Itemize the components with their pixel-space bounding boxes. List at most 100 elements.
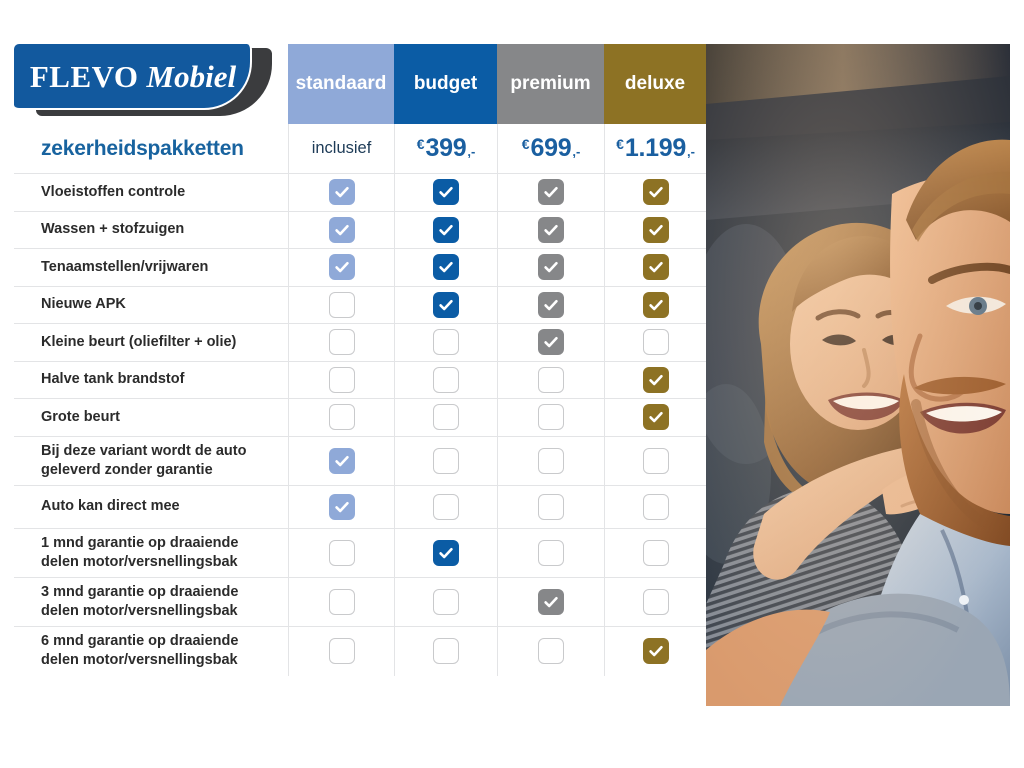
checkbox-unchecked-icon[interactable]: [642, 493, 669, 520]
checkbox-unchecked-icon[interactable]: [538, 366, 564, 393]
checkbox-cell-budget[interactable]: [394, 485, 497, 528]
checkbox-unchecked-icon[interactable]: [328, 291, 355, 318]
checkbox-checked-icon[interactable]: [328, 493, 355, 520]
checkbox-unchecked-icon[interactable]: [328, 588, 355, 615]
checkbox-cell-budget[interactable]: [394, 324, 497, 361]
checkbox-cell-standaard[interactable]: [288, 211, 394, 248]
column-header-premium[interactable]: premium: [497, 44, 604, 124]
checkbox-cell-budget[interactable]: [394, 174, 497, 211]
checkbox-checked-icon[interactable]: [642, 216, 669, 243]
checkbox-cell-budget[interactable]: [394, 211, 497, 248]
checkbox-cell-budget[interactable]: [394, 249, 497, 286]
checkbox-unchecked-icon[interactable]: [328, 329, 355, 356]
checkbox-cell-budget[interactable]: [394, 286, 497, 323]
checkbox-cell-budget[interactable]: [394, 626, 497, 676]
checkbox-unchecked-icon[interactable]: [433, 588, 459, 615]
checkbox-cell-deluxe[interactable]: [604, 626, 706, 676]
checkbox-cell-deluxe[interactable]: [604, 485, 706, 528]
checkbox-checked-icon[interactable]: [433, 179, 459, 206]
checkbox-unchecked-icon[interactable]: [642, 588, 669, 615]
checkbox-checked-icon[interactable]: [642, 404, 669, 431]
checkbox-cell-standaard[interactable]: [288, 577, 394, 626]
checkbox-checked-icon[interactable]: [538, 216, 564, 243]
checkbox-checked-icon[interactable]: [433, 254, 459, 281]
checkbox-cell-premium[interactable]: [497, 485, 604, 528]
checkbox-checked-icon[interactable]: [642, 254, 669, 281]
checkbox-unchecked-icon[interactable]: [328, 366, 355, 393]
checkbox-cell-budget[interactable]: [394, 399, 497, 436]
checkbox-checked-icon[interactable]: [642, 179, 669, 206]
checkbox-checked-icon[interactable]: [642, 366, 669, 393]
checkbox-cell-deluxe[interactable]: [604, 436, 706, 485]
checkbox-cell-standaard[interactable]: [288, 361, 394, 398]
checkbox-cell-budget[interactable]: [394, 436, 497, 485]
checkbox-unchecked-icon[interactable]: [538, 447, 564, 474]
checkbox-cell-standaard[interactable]: [288, 528, 394, 577]
checkbox-unchecked-icon[interactable]: [433, 329, 459, 356]
checkbox-cell-standaard[interactable]: [288, 626, 394, 676]
checkbox-checked-icon[interactable]: [328, 179, 355, 206]
checkbox-unchecked-icon[interactable]: [642, 447, 669, 474]
checkbox-cell-standaard[interactable]: [288, 286, 394, 323]
column-header-standaard[interactable]: standaard: [288, 44, 394, 124]
checkbox-unchecked-icon[interactable]: [433, 493, 459, 520]
checkbox-cell-deluxe[interactable]: [604, 324, 706, 361]
checkbox-checked-icon[interactable]: [642, 638, 669, 664]
checkbox-cell-premium[interactable]: [497, 174, 604, 211]
checkbox-cell-premium[interactable]: [497, 626, 604, 676]
checkbox-checked-icon[interactable]: [433, 216, 459, 243]
checkbox-cell-premium[interactable]: [497, 211, 604, 248]
checkbox-unchecked-icon[interactable]: [433, 638, 459, 664]
checkbox-cell-deluxe[interactable]: [604, 577, 706, 626]
checkbox-cell-standaard[interactable]: [288, 399, 394, 436]
checkbox-unchecked-icon[interactable]: [433, 447, 459, 474]
checkbox-cell-deluxe[interactable]: [604, 361, 706, 398]
checkbox-unchecked-icon[interactable]: [538, 404, 564, 431]
checkbox-checked-icon[interactable]: [538, 179, 564, 206]
column-header-deluxe[interactable]: deluxe: [604, 44, 706, 124]
checkbox-cell-standaard[interactable]: [288, 324, 394, 361]
checkbox-checked-icon[interactable]: [433, 539, 459, 566]
checkbox-cell-standaard[interactable]: [288, 174, 394, 211]
checkbox-cell-standaard[interactable]: [288, 436, 394, 485]
checkbox-unchecked-icon[interactable]: [328, 638, 355, 664]
checkbox-cell-premium[interactable]: [497, 577, 604, 626]
checkbox-checked-icon[interactable]: [538, 254, 564, 281]
checkbox-checked-icon[interactable]: [433, 291, 459, 318]
checkbox-cell-premium[interactable]: [497, 249, 604, 286]
checkbox-cell-deluxe[interactable]: [604, 211, 706, 248]
checkbox-unchecked-icon[interactable]: [538, 493, 564, 520]
checkbox-cell-premium[interactable]: [497, 286, 604, 323]
flevo-mobiel-logo[interactable]: FLEVO Mobiel: [14, 44, 272, 116]
checkbox-cell-premium[interactable]: [497, 361, 604, 398]
checkbox-unchecked-icon[interactable]: [328, 539, 355, 566]
checkbox-unchecked-icon[interactable]: [642, 329, 669, 356]
checkbox-unchecked-icon[interactable]: [328, 404, 355, 431]
checkbox-cell-deluxe[interactable]: [604, 286, 706, 323]
checkbox-cell-budget[interactable]: [394, 361, 497, 398]
checkbox-cell-deluxe[interactable]: [604, 399, 706, 436]
checkbox-checked-icon[interactable]: [328, 216, 355, 243]
checkbox-cell-standaard[interactable]: [288, 249, 394, 286]
checkbox-unchecked-icon[interactable]: [642, 539, 669, 566]
checkbox-cell-premium[interactable]: [497, 324, 604, 361]
checkbox-cell-deluxe[interactable]: [604, 249, 706, 286]
checkbox-unchecked-icon[interactable]: [538, 539, 564, 566]
checkbox-checked-icon[interactable]: [538, 291, 564, 318]
checkbox-cell-premium[interactable]: [497, 399, 604, 436]
checkbox-cell-standaard[interactable]: [288, 485, 394, 528]
checkbox-cell-budget[interactable]: [394, 528, 497, 577]
checkbox-cell-premium[interactable]: [497, 528, 604, 577]
column-header-budget[interactable]: budget: [394, 44, 497, 124]
checkbox-cell-deluxe[interactable]: [604, 528, 706, 577]
checkbox-unchecked-icon[interactable]: [433, 366, 459, 393]
checkbox-checked-icon[interactable]: [328, 254, 355, 281]
checkbox-cell-deluxe[interactable]: [604, 174, 706, 211]
checkbox-checked-icon[interactable]: [328, 447, 355, 474]
checkbox-checked-icon[interactable]: [538, 588, 564, 615]
checkbox-unchecked-icon[interactable]: [538, 638, 564, 664]
checkbox-unchecked-icon[interactable]: [433, 404, 459, 431]
checkbox-cell-budget[interactable]: [394, 577, 497, 626]
checkbox-checked-icon[interactable]: [538, 329, 564, 356]
checkbox-cell-premium[interactable]: [497, 436, 604, 485]
